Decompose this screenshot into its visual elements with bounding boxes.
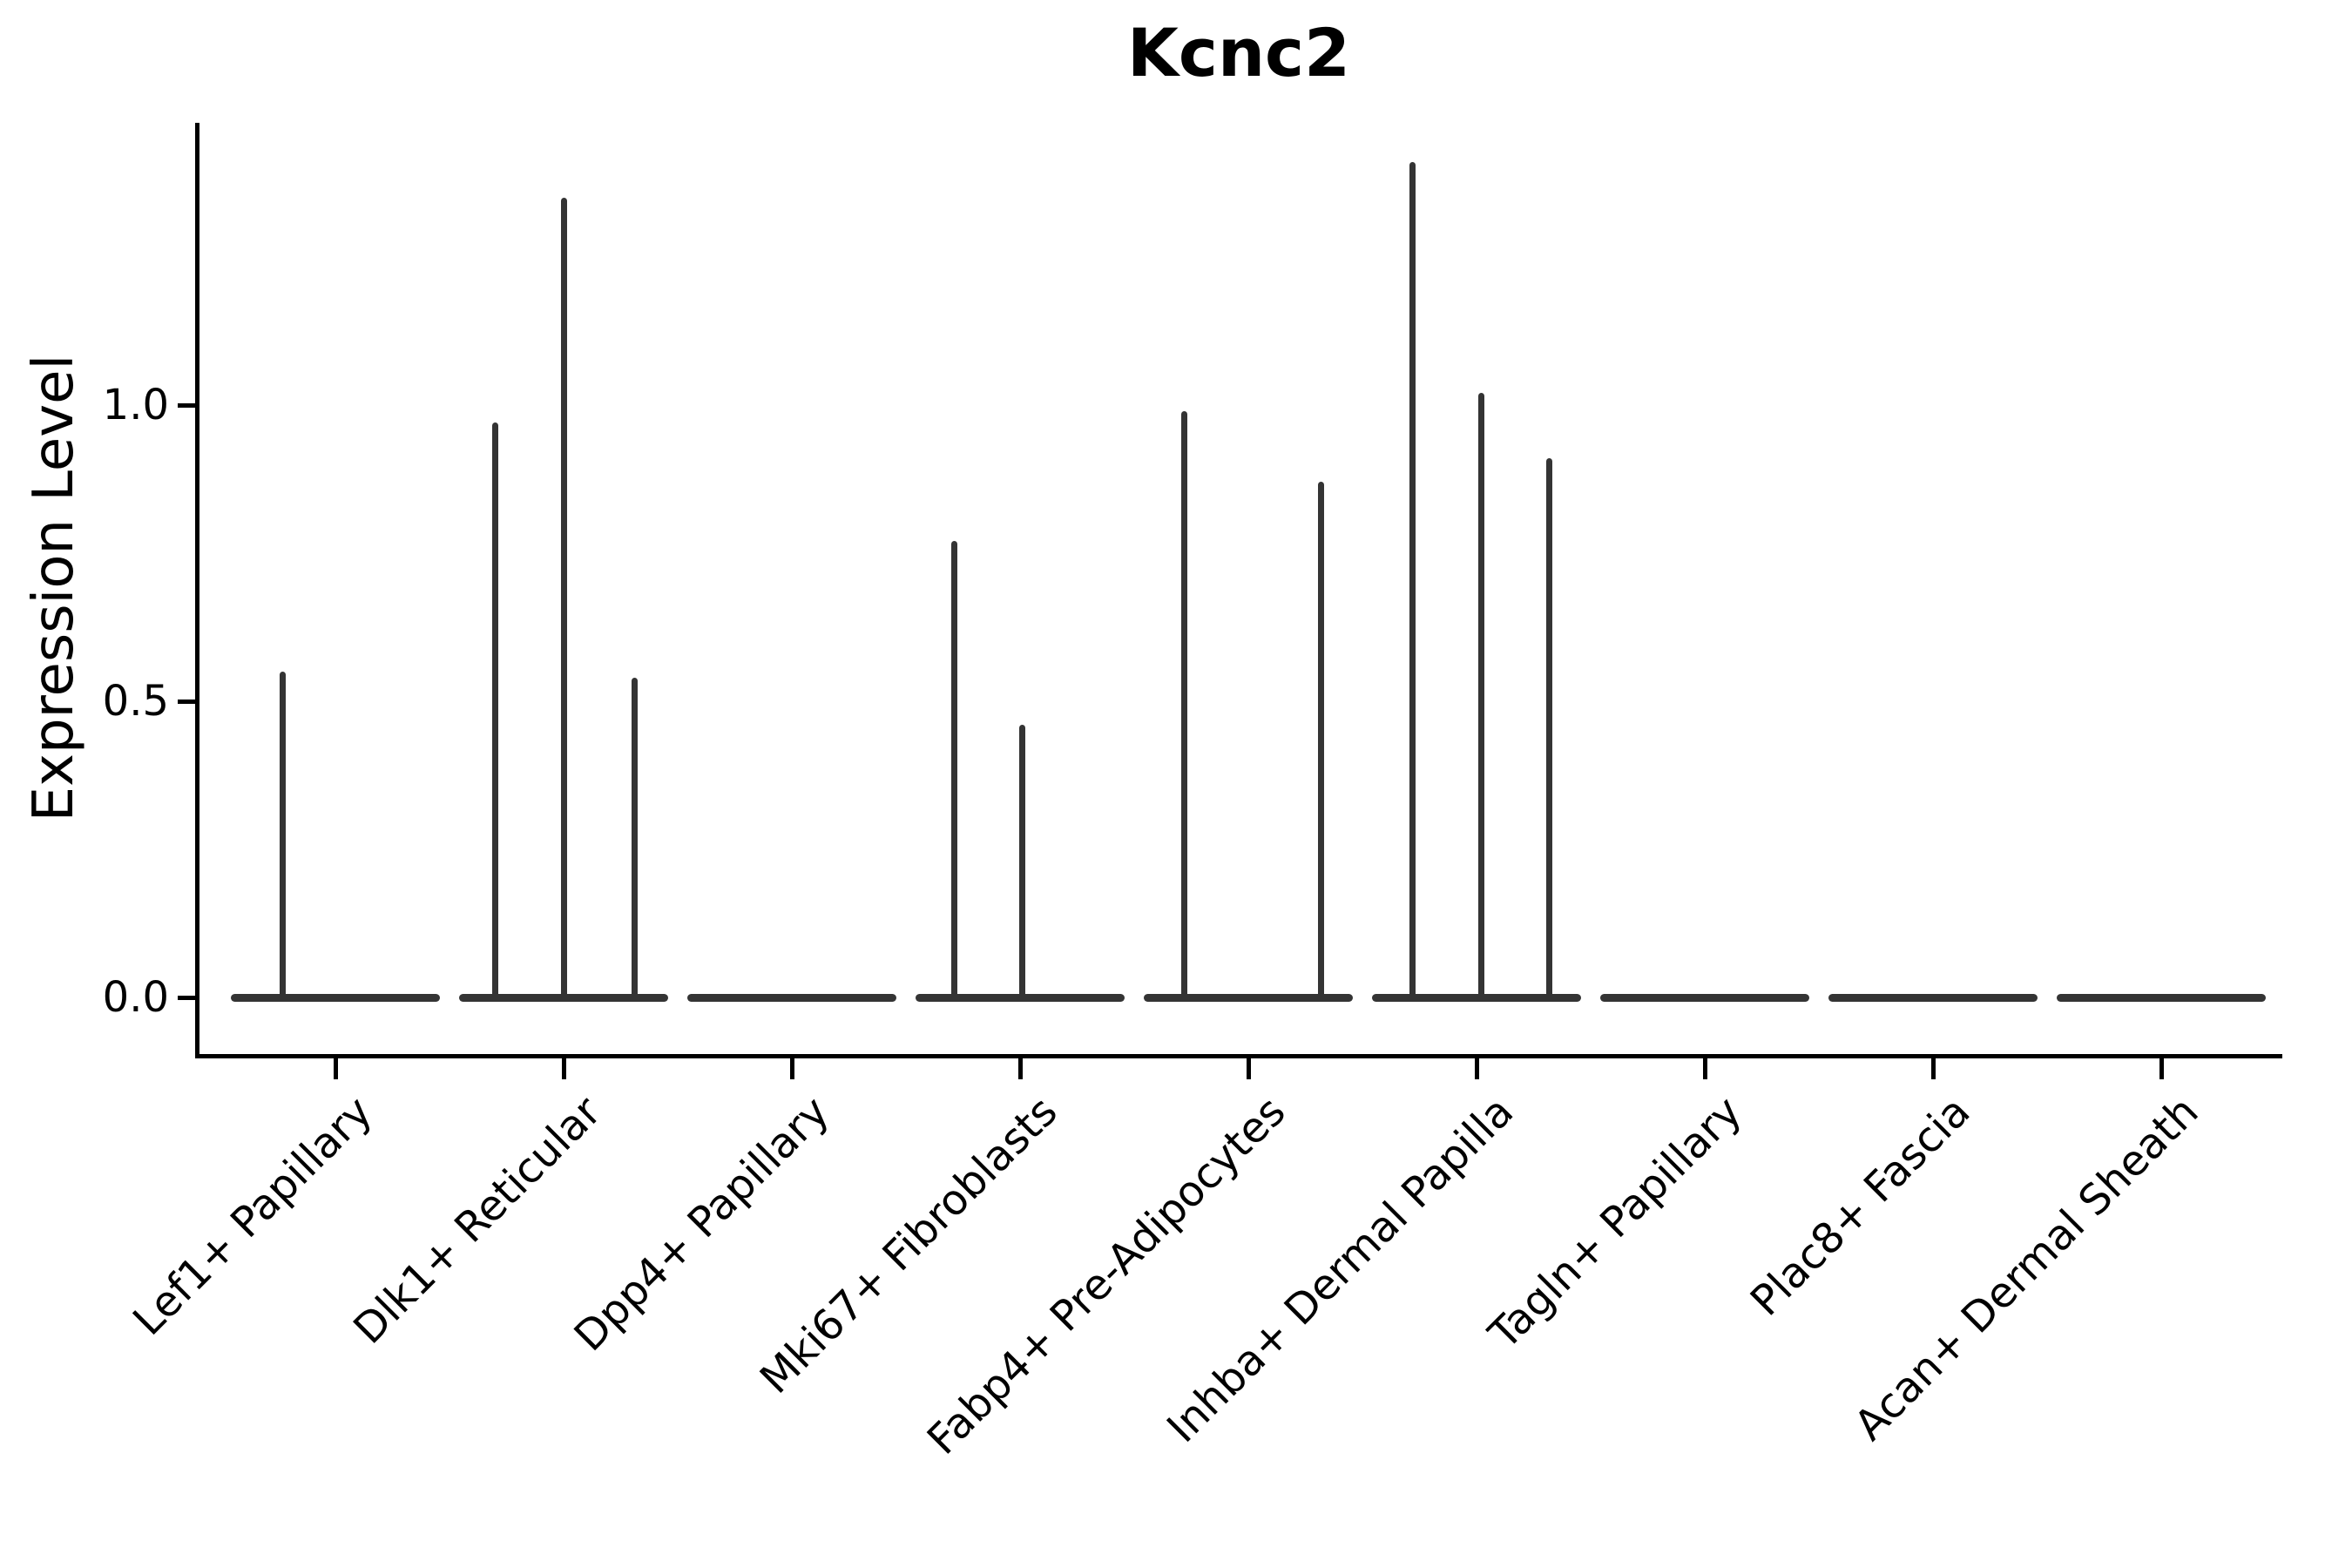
violin-spike[interactable] bbox=[1477, 393, 1484, 999]
violin-spike[interactable] bbox=[1181, 410, 1188, 999]
x-tick-mark bbox=[790, 1058, 794, 1079]
y-tick-label: 1.0 bbox=[102, 381, 169, 429]
violin-spike[interactable] bbox=[631, 677, 638, 999]
violin-spike[interactable] bbox=[1318, 482, 1325, 999]
y-tick-label: 0.5 bbox=[102, 677, 169, 726]
violin-baseline[interactable] bbox=[687, 994, 896, 1002]
x-axis-spine bbox=[195, 1054, 2282, 1058]
violin-spike[interactable] bbox=[280, 672, 287, 999]
x-tick-mark bbox=[562, 1058, 566, 1079]
y-axis-label: Expression Level bbox=[22, 354, 86, 822]
x-tick-mark bbox=[1703, 1058, 1707, 1079]
chart-title: Kcnc2 bbox=[1127, 14, 1350, 91]
x-tick-mark bbox=[1018, 1058, 1023, 1079]
y-tick-label: 0.0 bbox=[102, 973, 169, 1022]
x-tick-label[interactable]: Dpp4+ Papillary bbox=[564, 1087, 839, 1362]
x-tick-label[interactable]: Dlk1+ Reticular bbox=[343, 1087, 611, 1354]
violin-spike[interactable] bbox=[1409, 162, 1416, 999]
y-axis-spine bbox=[195, 123, 199, 1058]
y-tick-mark bbox=[178, 996, 195, 1000]
x-tick-label[interactable]: Tagln+ Papillary bbox=[1479, 1087, 1752, 1359]
violin-baseline[interactable] bbox=[231, 994, 440, 1002]
violin-baseline[interactable] bbox=[1144, 994, 1353, 1002]
x-tick-label[interactable]: Lef1+ Papillary bbox=[124, 1087, 382, 1345]
x-tick-mark bbox=[2159, 1058, 2164, 1079]
violin-baseline[interactable] bbox=[1828, 994, 2038, 1002]
y-tick-mark bbox=[178, 700, 195, 704]
x-tick-mark bbox=[334, 1058, 338, 1079]
violin-spike[interactable] bbox=[560, 198, 567, 999]
x-tick-mark bbox=[1931, 1058, 1936, 1079]
x-tick-mark bbox=[1247, 1058, 1251, 1079]
violin-spike[interactable] bbox=[491, 422, 498, 999]
violin-spike[interactable] bbox=[1019, 725, 1026, 999]
x-tick-label[interactable]: Plac8+ Fascia bbox=[1741, 1087, 1980, 1326]
violin-baseline[interactable] bbox=[1600, 994, 1809, 1002]
y-tick-mark bbox=[178, 403, 195, 408]
violin-spike[interactable] bbox=[1546, 458, 1553, 999]
violin-baseline[interactable] bbox=[1372, 994, 1581, 1002]
x-tick-mark bbox=[1475, 1058, 1479, 1079]
violin-spike[interactable] bbox=[950, 541, 957, 999]
violin-baseline[interactable] bbox=[2057, 994, 2266, 1002]
